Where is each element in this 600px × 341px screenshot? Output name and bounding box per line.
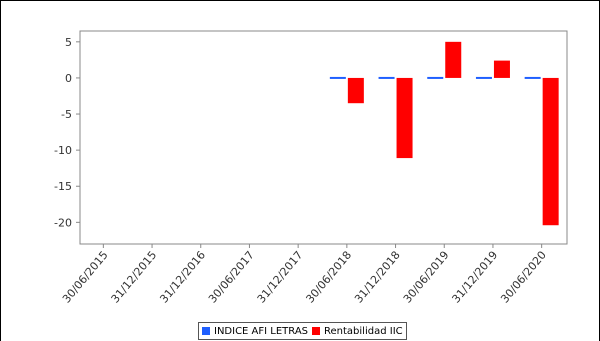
bar-indice-afi-letras: [329, 76, 346, 79]
x-tick-label: 31/12/2017: [255, 249, 306, 306]
y-tick-label: -15: [54, 180, 72, 193]
bar-rentabilidad-iic: [493, 60, 510, 78]
bar-indice-afi-letras: [524, 76, 541, 79]
x-tick-label: 31/12/2015: [109, 249, 160, 306]
legend-item-indice-afi-letras: INDICE AFI LETRAS: [202, 326, 308, 337]
x-tick-label: 31/12/2016: [157, 249, 208, 306]
legend-swatch-blue: [202, 327, 210, 335]
plot-area: [79, 30, 568, 245]
y-tick-label: 5: [65, 36, 72, 49]
x-tick-label: 30/06/2018: [303, 249, 354, 306]
legend-item-rentabilidad-iic: Rentabilidad IIC: [312, 326, 403, 337]
y-tick-label: -5: [61, 108, 72, 121]
bar-rentabilidad-iic: [396, 77, 413, 159]
bar-rentabilidad-iic: [445, 41, 462, 78]
x-tick-label: 30/06/2017: [206, 249, 257, 306]
bar-rentabilidad-iic: [347, 77, 364, 104]
x-tick-label: 31/12/2019: [450, 249, 501, 306]
legend-label-rentabilidad-iic: Rentabilidad IIC: [324, 325, 403, 337]
legend: INDICE AFI LETRAS Rentabilidad IIC: [198, 322, 407, 340]
y-tick-label: 0: [65, 72, 72, 85]
x-tick-label: 30/06/2015: [60, 249, 111, 306]
x-tick-label: 31/12/2018: [352, 249, 403, 306]
x-tick-label: 30/06/2020: [498, 249, 549, 306]
bar-indice-afi-letras: [378, 76, 395, 79]
bar-rentabilidad-iic: [542, 77, 559, 226]
y-tick-label: -20: [54, 216, 72, 229]
bar-indice-afi-letras: [475, 76, 492, 79]
legend-swatch-red: [312, 327, 321, 335]
x-tick-label: 30/06/2019: [401, 249, 452, 306]
legend-label-indice-afi-letras: INDICE AFI LETRAS: [214, 325, 309, 337]
y-tick-label: -10: [54, 144, 72, 157]
bar-indice-afi-letras: [427, 76, 444, 79]
